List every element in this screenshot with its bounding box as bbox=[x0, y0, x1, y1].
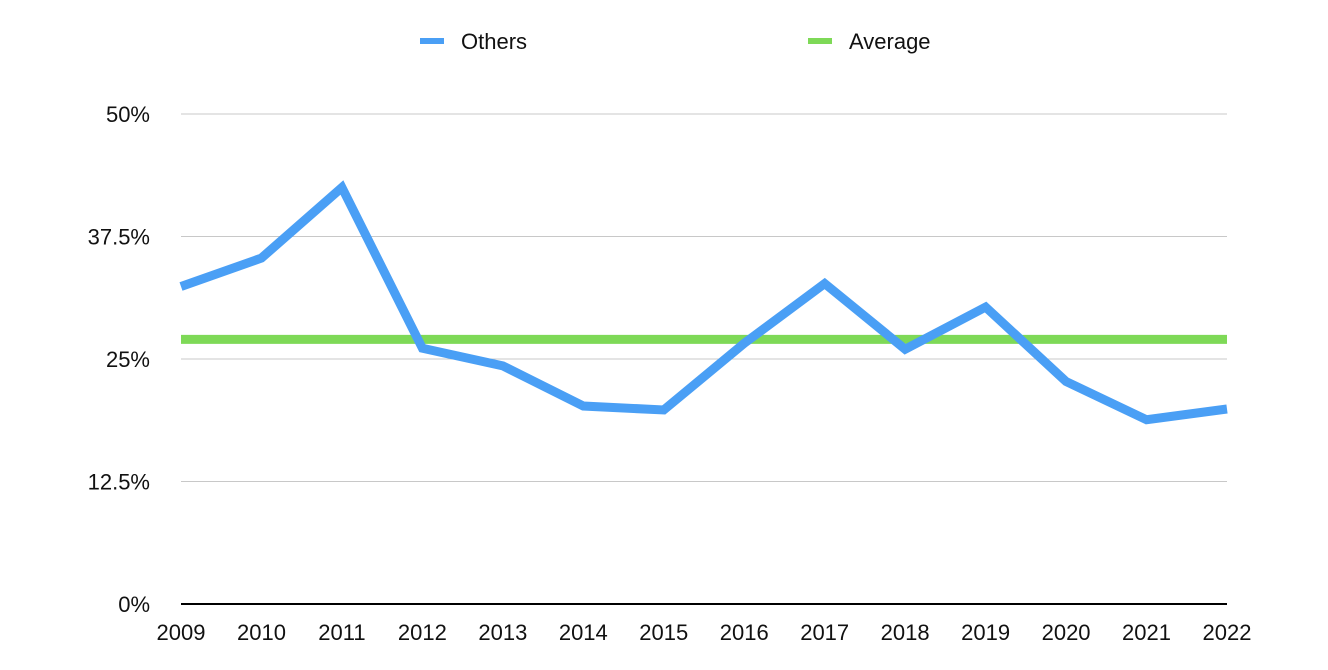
gridlines bbox=[181, 113, 1227, 605]
x-tick-label: 2015 bbox=[639, 620, 688, 645]
x-tick-label: 2022 bbox=[1203, 620, 1252, 645]
x-tick-label: 2017 bbox=[800, 620, 849, 645]
y-tick-label: 37.5% bbox=[88, 225, 150, 250]
x-tick-label: 2019 bbox=[961, 620, 1010, 645]
x-tick-label: 2021 bbox=[1122, 620, 1171, 645]
series-lines bbox=[179, 180, 1228, 425]
x-tick-label: 2009 bbox=[157, 620, 206, 645]
x-tick-label: 2010 bbox=[237, 620, 286, 645]
x-tick-label: 2014 bbox=[559, 620, 608, 645]
y-tick-label: 50% bbox=[106, 102, 150, 127]
x-tick-label: 2016 bbox=[720, 620, 769, 645]
y-tick-label: 12.5% bbox=[88, 470, 150, 495]
x-tick-label: 2020 bbox=[1042, 620, 1091, 645]
y-tick-label: 25% bbox=[106, 347, 150, 372]
x-tick-label: 2013 bbox=[478, 620, 527, 645]
x-tick-label: 2011 bbox=[318, 620, 365, 645]
legend-label-average: Average bbox=[849, 29, 931, 54]
y-tick-label: 0% bbox=[118, 592, 150, 617]
legend-label-others: Others bbox=[461, 29, 527, 54]
x-tick-label: 2018 bbox=[881, 620, 930, 645]
x-tick-label: 2012 bbox=[398, 620, 447, 645]
x-axis-ticks: 2009 2010 2011 2012 2013 2014 2015 2016 2017 2018… bbox=[157, 620, 1252, 645]
legend: Others Average bbox=[420, 29, 931, 54]
y-axis-ticks: 0% 12.5% 25% 37.5% 50% bbox=[88, 102, 150, 617]
series-line-others bbox=[179, 180, 1228, 425]
